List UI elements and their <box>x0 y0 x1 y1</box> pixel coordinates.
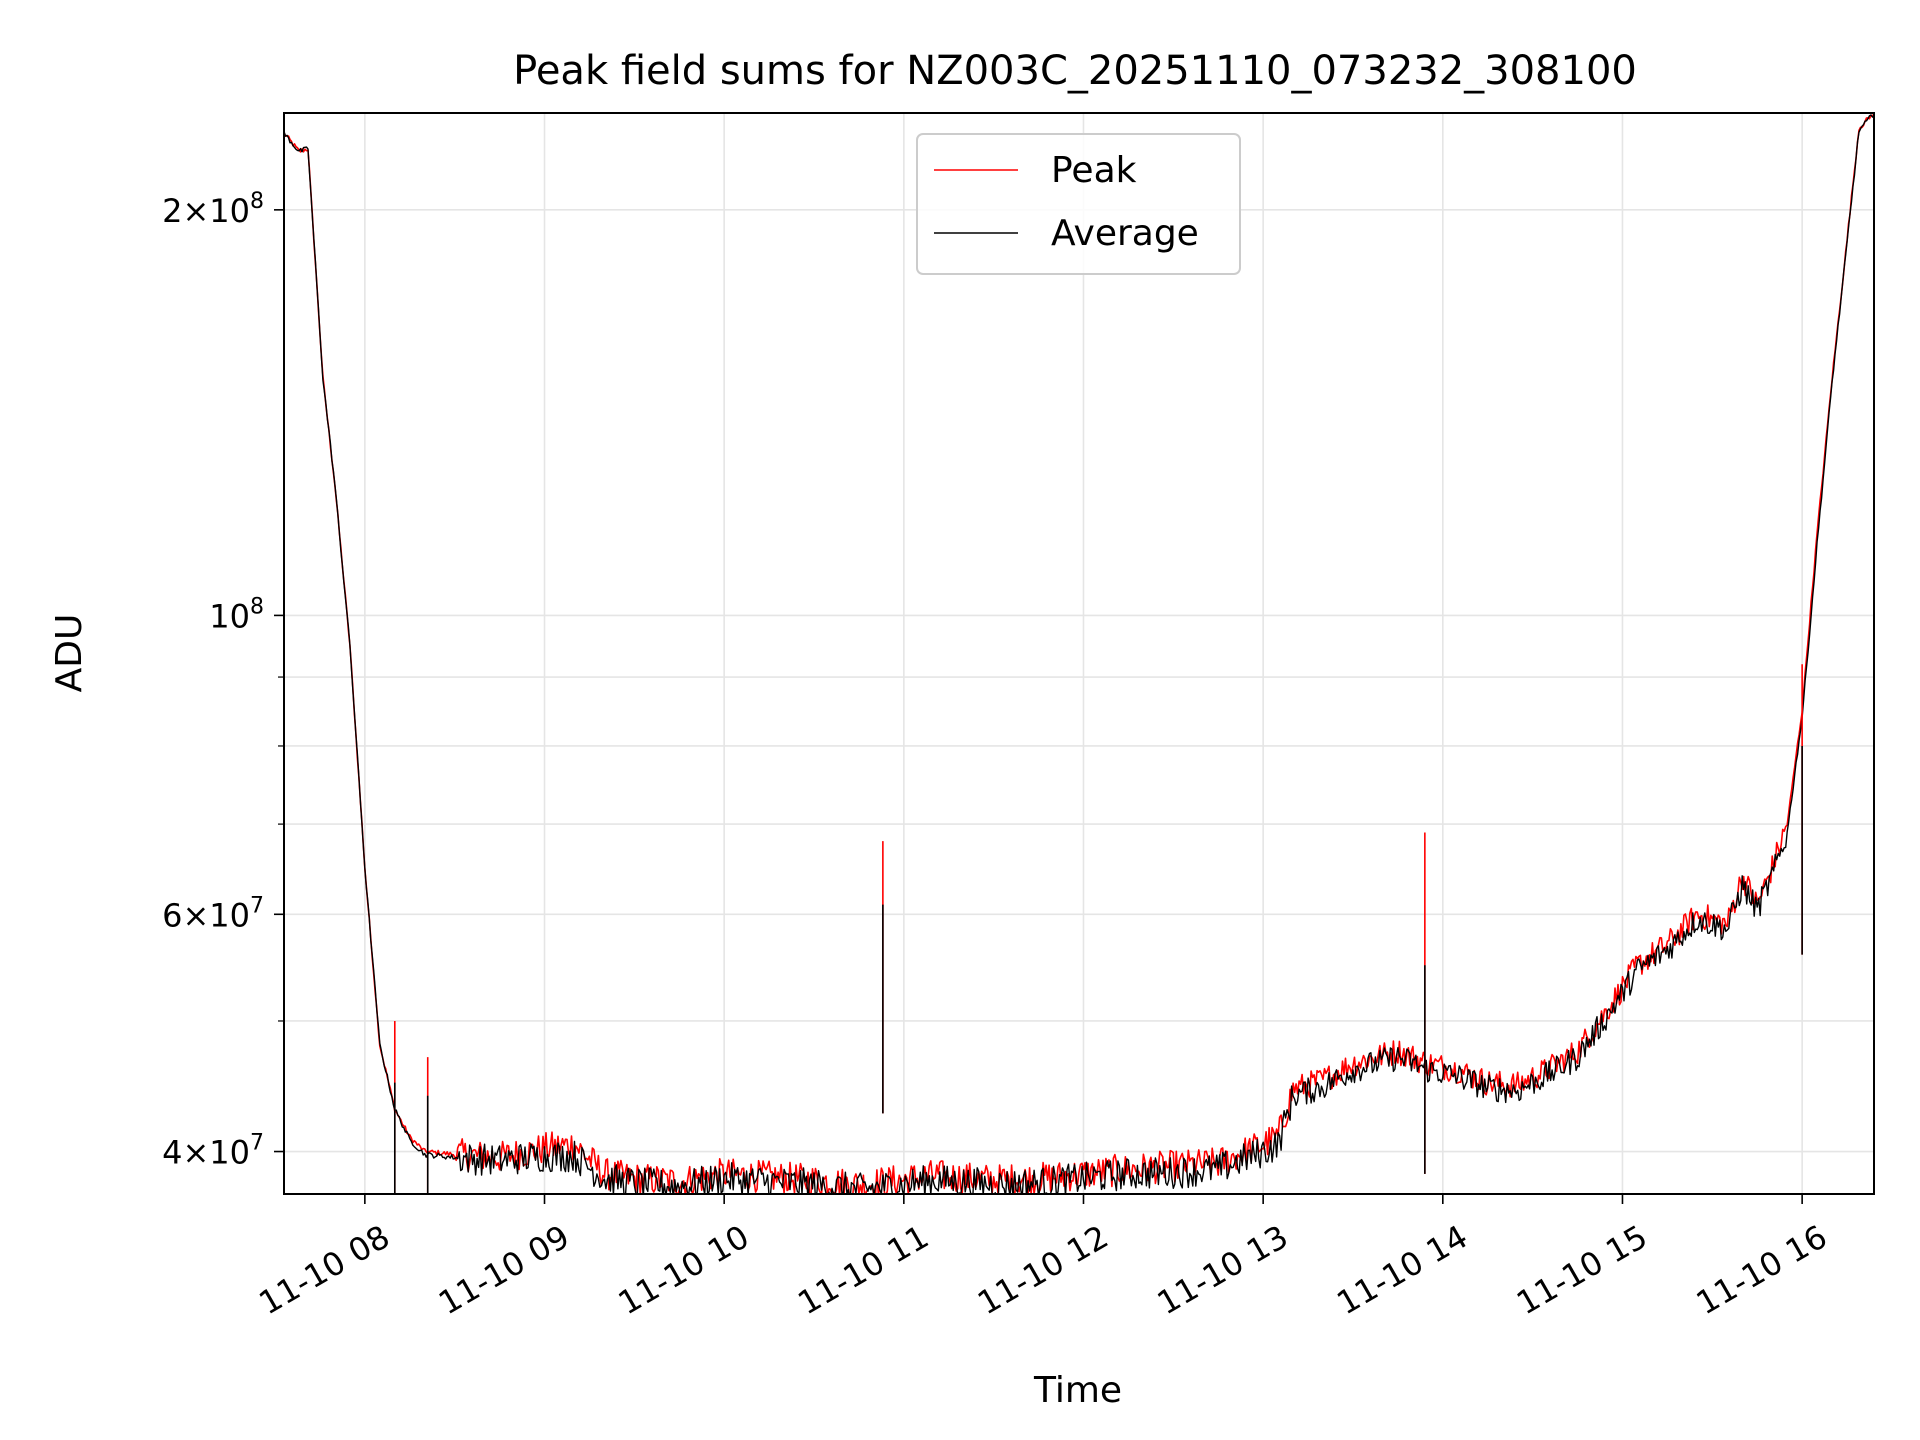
series-line-average <box>284 114 1874 1194</box>
series-layer <box>284 113 1874 1194</box>
chart-title: Peak field sums for NZ003C_20251110_0732… <box>513 48 1637 94</box>
legend-box <box>916 133 1241 275</box>
series-line-peak <box>284 113 1874 1194</box>
y-tick-exponent: 8 <box>250 189 264 214</box>
plot-frame <box>283 112 1875 1195</box>
legend: Peak Average <box>916 133 1241 275</box>
y-tick-exponent: 7 <box>250 1131 264 1156</box>
legend-label-average: Average <box>1051 213 1199 254</box>
y-tick-base: 6×10 <box>162 896 250 934</box>
y-tick-base: 2×10 <box>162 192 250 230</box>
y-tick-label: 4×107 <box>162 1131 264 1172</box>
x-axis-label: Time <box>1033 1370 1122 1411</box>
y-tick-base: 10 <box>209 597 250 635</box>
y-tick-label: 108 <box>209 594 264 635</box>
legend-label-peak: Peak <box>1051 150 1137 191</box>
y-tick-label: 6×107 <box>162 893 264 934</box>
grid-lines <box>284 113 1874 1194</box>
y-tick-exponent: 8 <box>250 594 264 619</box>
y-tick-base: 4×10 <box>162 1134 250 1172</box>
y-tick-exponent: 7 <box>250 893 264 918</box>
y-axis-label: ADU <box>49 614 90 693</box>
y-tick-label: 2×108 <box>162 189 264 230</box>
